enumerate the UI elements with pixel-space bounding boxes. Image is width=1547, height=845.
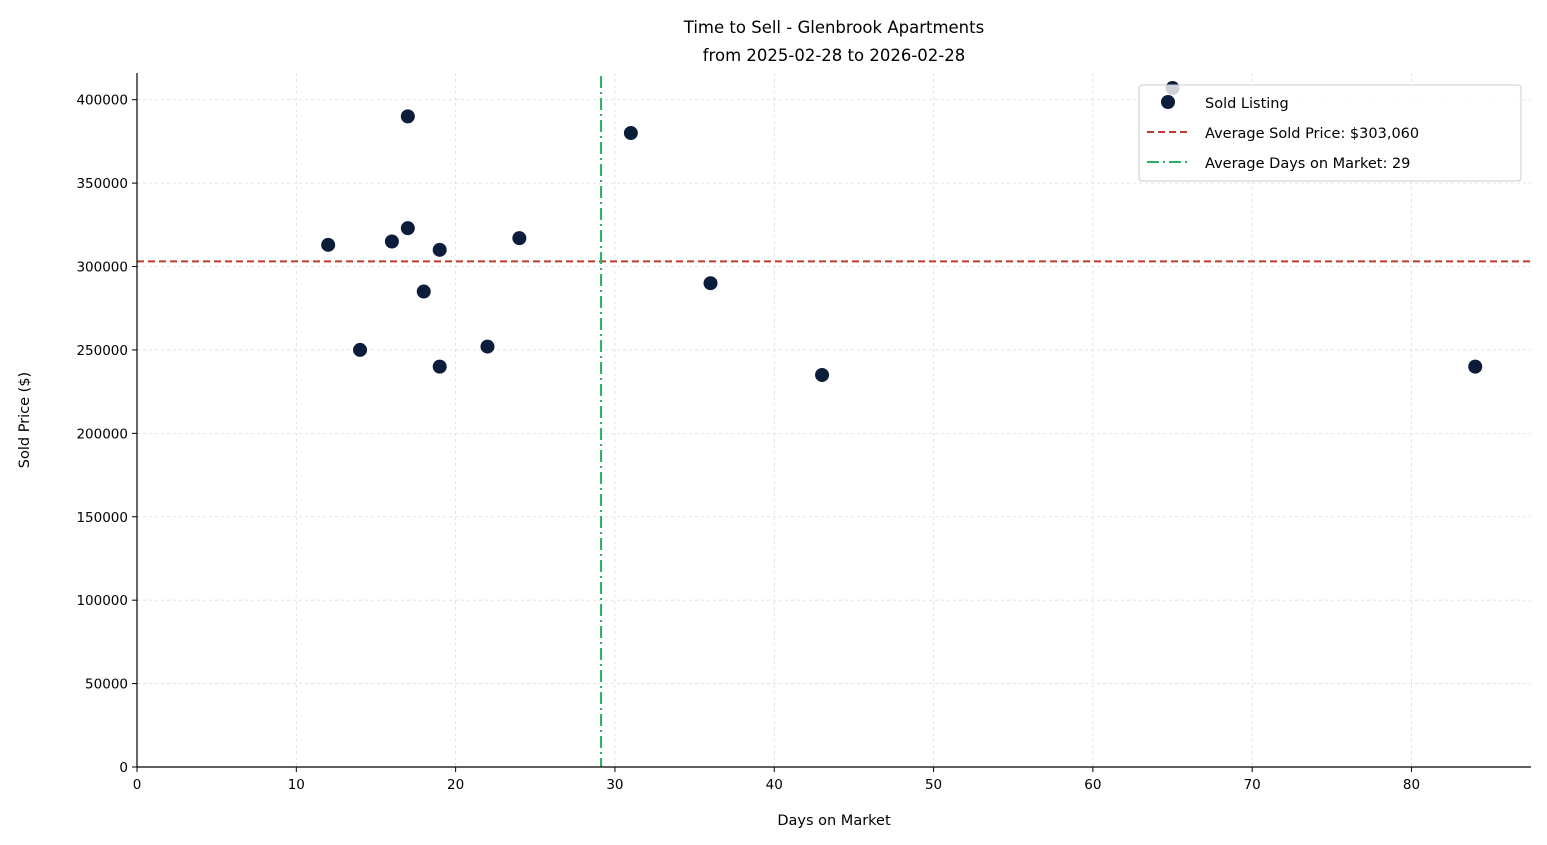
data-points	[321, 81, 1483, 382]
y-tick-label: 250000	[76, 343, 128, 359]
y-tick-label: 0	[119, 760, 128, 776]
y-tick-label: 50000	[85, 677, 128, 693]
x-tick-label: 60	[1084, 777, 1101, 793]
x-tick-label: 0	[133, 777, 142, 793]
data-point	[512, 231, 527, 246]
data-point	[400, 109, 415, 124]
y-tick-label: 350000	[76, 176, 128, 192]
data-point	[400, 221, 415, 236]
data-point	[1468, 359, 1483, 374]
data-point	[416, 284, 431, 299]
legend-marker-sold-listing	[1161, 95, 1175, 109]
x-tick-label: 50	[925, 777, 942, 793]
grid	[137, 73, 1531, 767]
y-tick-label: 150000	[76, 510, 128, 526]
axes	[136, 73, 1531, 768]
reference-lines	[137, 76, 1531, 767]
legend-label-avg-days: Average Days on Market: 29	[1205, 156, 1410, 172]
data-point	[432, 242, 447, 257]
legend-box	[1138, 84, 1522, 182]
data-point	[353, 342, 368, 357]
data-point	[623, 126, 638, 141]
legend-label-sold-listing: Sold Listing	[1205, 96, 1289, 112]
data-point	[815, 367, 830, 382]
y-tick-label: 400000	[76, 93, 128, 109]
data-point	[384, 234, 399, 249]
data-point	[703, 276, 718, 291]
ticks: 0 10 20 30 40 50 60 70 80 0 50000 100000 150000 20000…	[76, 93, 1420, 793]
y-axis-label: Sold Price ($)	[17, 372, 33, 468]
data-point	[432, 359, 447, 374]
legend: Sold Listing Average Sold Price: $303,06…	[1138, 84, 1522, 182]
data-point	[480, 339, 495, 354]
x-tick-label: 30	[606, 777, 623, 793]
x-axis-label: Days on Market	[777, 813, 891, 829]
y-tick-label: 200000	[76, 426, 128, 442]
x-tick-label: 80	[1403, 777, 1420, 793]
y-tick-label: 100000	[76, 593, 128, 609]
data-point	[321, 237, 336, 252]
x-tick-label: 10	[288, 777, 305, 793]
x-tick-label: 70	[1244, 777, 1261, 793]
x-tick-label: 40	[766, 777, 783, 793]
legend-label-avg-price: Average Sold Price: $303,060	[1205, 126, 1419, 142]
y-tick-label: 300000	[76, 260, 128, 276]
chart-title: Time to Sell - Glenbrook Apartments	[683, 18, 984, 37]
x-tick-label: 20	[447, 777, 464, 793]
chart-subtitle: from 2025-02-28 to 2026-02-28	[703, 46, 965, 65]
